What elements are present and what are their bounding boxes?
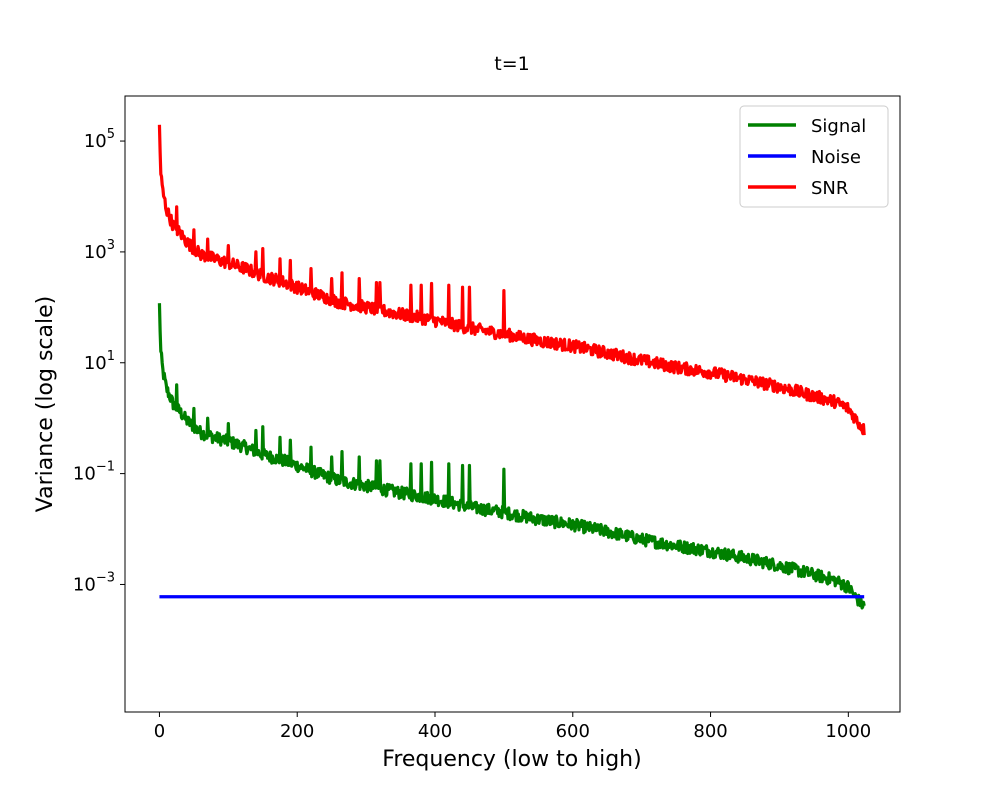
x-axis: 0 200 400 600 800 1000 [154,712,871,742]
y-axis-label: Variance (log scale) [33,296,58,512]
x-tick-label: 400 [418,721,452,742]
y-tick-label: 10−3 [73,570,115,595]
x-tick-label: 200 [280,721,314,742]
plot-frame [124,95,901,713]
legend-label-signal: Signal [811,116,866,137]
legend-box [739,105,889,208]
series-line-snr [157,124,866,436]
legend-label-snr: SNR [811,178,848,199]
chart-title: t=1 [494,53,529,75]
y-tick-label: 101 [84,349,115,374]
y-axis: 105 103 101 10−1 10−3 [73,127,125,595]
legend: Signal Noise SNR [739,105,889,208]
y-tick-label: 103 [84,238,115,263]
legend-label-noise: Noise [811,147,861,168]
y-tick-label: 10−1 [73,460,115,485]
x-tick-label: 0 [154,721,165,742]
x-tick-label: 1000 [825,721,871,742]
y-tick-label: 105 [84,127,115,152]
x-tick-label: 600 [556,721,590,742]
x-tick-label: 800 [693,721,727,742]
x-axis-label: Frequency (low to high) [382,747,641,772]
plot-lines [157,124,866,610]
series-line-signal [157,303,866,610]
